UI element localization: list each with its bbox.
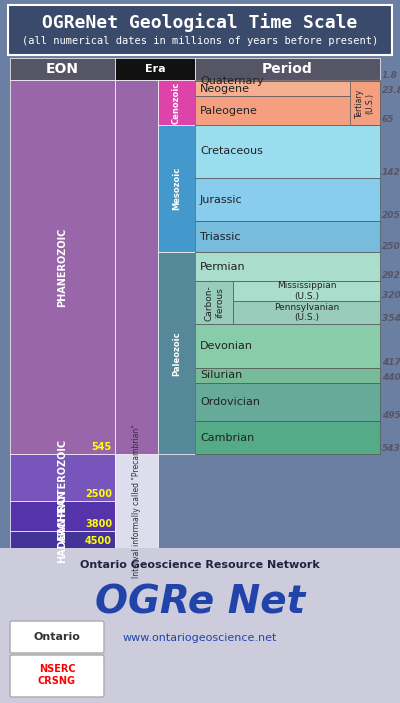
Text: EON: EON [46, 62, 79, 76]
Text: Carbon-
iferous: Carbon- iferous [204, 285, 224, 321]
Bar [115, 80, 158, 454]
Text: ARCHEAN: ARCHEAN [58, 490, 68, 543]
Text: OGRe Net: OGRe Net [95, 584, 305, 622]
Bar [195, 252, 380, 281]
Bar [10, 58, 115, 80]
Text: Interval informally called "Precambrian": Interval informally called "Precambrian" [132, 425, 141, 578]
Bar [195, 82, 380, 96]
Text: Era: Era [145, 64, 165, 74]
Text: 1.8: 1.8 [382, 71, 398, 80]
Bar [195, 383, 380, 421]
Bar [0, 548, 400, 703]
Text: Ontario Geoscience Resource Network: Ontario Geoscience Resource Network [80, 560, 320, 570]
Text: PHANEROZOIC: PHANEROZOIC [58, 228, 68, 307]
Text: OGReNet Geological Time Scale: OGReNet Geological Time Scale [42, 13, 358, 32]
Text: 142: 142 [382, 168, 400, 177]
Bar [195, 125, 380, 178]
Text: Ontario: Ontario [34, 632, 80, 642]
Bar [10, 531, 115, 548]
Text: www.ontariogeoscience.net: www.ontariogeoscience.net [123, 633, 277, 643]
Text: 250: 250 [382, 243, 400, 252]
Bar [10, 501, 115, 531]
Text: 23.8: 23.8 [382, 86, 400, 96]
Text: Permian: Permian [200, 262, 246, 272]
Bar [195, 58, 380, 80]
Text: Quaternary: Quaternary [200, 76, 264, 86]
Bar [158, 252, 195, 454]
Text: Ordovician: Ordovician [200, 397, 260, 407]
Text: Cenozoic: Cenozoic [172, 82, 181, 124]
Bar [195, 221, 380, 252]
Bar [195, 178, 380, 221]
Text: Jurassic: Jurassic [200, 195, 243, 205]
Bar [195, 368, 380, 383]
Text: 417: 417 [382, 358, 400, 366]
Bar [195, 96, 380, 125]
Text: 65: 65 [382, 115, 394, 124]
Bar [158, 80, 195, 125]
Bar [195, 324, 380, 368]
FancyBboxPatch shape [10, 655, 104, 697]
Text: 3800: 3800 [85, 520, 112, 529]
Text: 4500: 4500 [85, 536, 112, 546]
Text: 545: 545 [92, 442, 112, 453]
Text: (all numerical dates in millions of years before present): (all numerical dates in millions of year… [22, 36, 378, 46]
Bar [115, 454, 158, 548]
Text: Cambrian: Cambrian [200, 433, 254, 443]
Bar [115, 58, 195, 80]
Text: Pennsylvanian
(U.S.): Pennsylvanian (U.S.) [274, 303, 339, 322]
FancyBboxPatch shape [10, 621, 104, 653]
Text: 320: 320 [382, 290, 400, 299]
Bar [233, 281, 380, 301]
Text: Period: Period [262, 62, 313, 76]
Text: 543: 543 [382, 444, 400, 453]
Text: 495: 495 [382, 411, 400, 420]
Text: 2500: 2500 [85, 489, 112, 498]
Bar [350, 82, 380, 125]
Text: Paleogene: Paleogene [200, 105, 258, 115]
Bar [158, 125, 195, 252]
Text: Devonian: Devonian [200, 341, 253, 351]
Text: Silurian: Silurian [200, 370, 242, 380]
Text: 354: 354 [382, 314, 400, 323]
Bar [10, 80, 115, 454]
Text: Mesozoic: Mesozoic [172, 167, 181, 210]
Text: Tertiary
(U.S.): Tertiary (U.S.) [355, 89, 375, 117]
Text: PROTEROZOIC: PROTEROZOIC [58, 439, 68, 517]
Text: 292: 292 [382, 271, 400, 280]
Bar [195, 80, 380, 82]
Text: 440: 440 [382, 373, 400, 382]
Text: NSERC
CRSNG: NSERC CRSNG [38, 664, 76, 686]
Text: HADEAN: HADEAN [58, 517, 68, 562]
Bar [195, 421, 380, 454]
Text: 205: 205 [382, 212, 400, 220]
Bar [10, 454, 115, 501]
Text: Neogene: Neogene [200, 84, 250, 93]
Text: Paleozoic: Paleozoic [172, 331, 181, 375]
Bar [195, 281, 233, 324]
Text: Mississippian
(U.S.): Mississippian (U.S.) [277, 281, 336, 301]
Text: Triassic: Triassic [200, 232, 240, 242]
FancyBboxPatch shape [8, 5, 392, 55]
Bar [233, 301, 380, 324]
Text: Cretaceous: Cretaceous [200, 146, 263, 156]
